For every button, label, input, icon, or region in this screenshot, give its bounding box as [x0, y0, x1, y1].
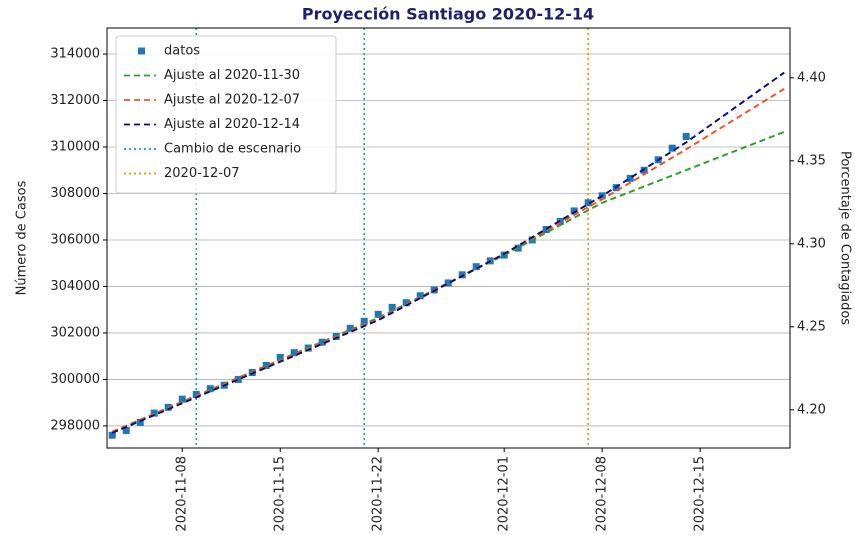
fit-line — [111, 88, 785, 433]
x-tick-label: 2020-12-15 — [693, 456, 708, 532]
y2-axis-label: Porcentaje de Contagiados — [838, 151, 853, 325]
legend-label: Cambio de escenario — [164, 142, 301, 157]
y-tick-label: 304000 — [50, 279, 100, 294]
data-point — [122, 427, 130, 435]
data-point — [290, 349, 298, 357]
data-point — [570, 207, 578, 215]
chart-title: Proyección Santiago 2020-12-14 — [302, 5, 594, 24]
x-tick-label: 2020-12-01 — [497, 456, 512, 532]
y-tick-label: 310000 — [50, 140, 100, 155]
data-point — [402, 299, 410, 307]
x-tick-label: 2020-11-08 — [175, 456, 190, 532]
legend-label: Ajuste al 2020-12-07 — [164, 93, 300, 108]
data-point — [542, 226, 550, 234]
data-point — [472, 263, 480, 271]
data-point — [346, 324, 354, 332]
y2-tick-label: 4.40 — [797, 70, 826, 85]
data-point — [108, 431, 116, 439]
fit-line — [111, 71, 785, 434]
y2-tick-label: 4.30 — [797, 236, 826, 251]
data-point — [360, 317, 368, 325]
y-tick-label: 312000 — [50, 93, 100, 108]
data-point — [444, 279, 452, 287]
y-axis-label: Número de Casos — [15, 180, 30, 295]
data-point — [178, 395, 186, 403]
legend-label: 2020-12-07 — [164, 166, 240, 181]
data-point — [234, 375, 242, 383]
legend-box — [115, 35, 337, 194]
data-point — [388, 303, 396, 311]
data-point — [682, 133, 690, 141]
y-tick-label: 298000 — [50, 418, 100, 433]
data-point — [206, 385, 214, 393]
y-tick-label: 314000 — [50, 47, 100, 62]
data-point — [192, 391, 200, 399]
data-point — [416, 292, 424, 300]
legend-label: Ajuste al 2020-11-30 — [164, 68, 300, 83]
y2-tick-label: 4.20 — [797, 402, 826, 417]
data-point — [318, 338, 326, 346]
y-tick-label: 302000 — [50, 325, 100, 340]
x-tick-label: 2020-11-22 — [371, 456, 386, 532]
data-point — [136, 418, 144, 426]
data-point — [668, 144, 676, 152]
y2-tick-label: 4.35 — [797, 153, 826, 168]
plot-frame — [106, 27, 791, 449]
data-point — [262, 361, 270, 369]
y2-tick-label: 4.25 — [797, 319, 826, 334]
y-tick-label: 300000 — [50, 372, 100, 387]
legend-marker — [138, 47, 145, 55]
plot-area — [108, 28, 785, 448]
data-point — [374, 310, 382, 318]
data-point — [640, 166, 648, 174]
y-tick-label: 308000 — [50, 186, 100, 201]
legend-label: datos — [164, 44, 200, 59]
legend-label: Ajuste al 2020-12-14 — [164, 117, 300, 132]
data-point — [276, 353, 284, 361]
data-point — [626, 174, 634, 182]
y-tick-label: 306000 — [50, 232, 100, 247]
data-point — [584, 199, 592, 207]
x-tick-label: 2020-12-08 — [595, 456, 610, 532]
x-tick-label: 2020-11-15 — [273, 456, 288, 532]
